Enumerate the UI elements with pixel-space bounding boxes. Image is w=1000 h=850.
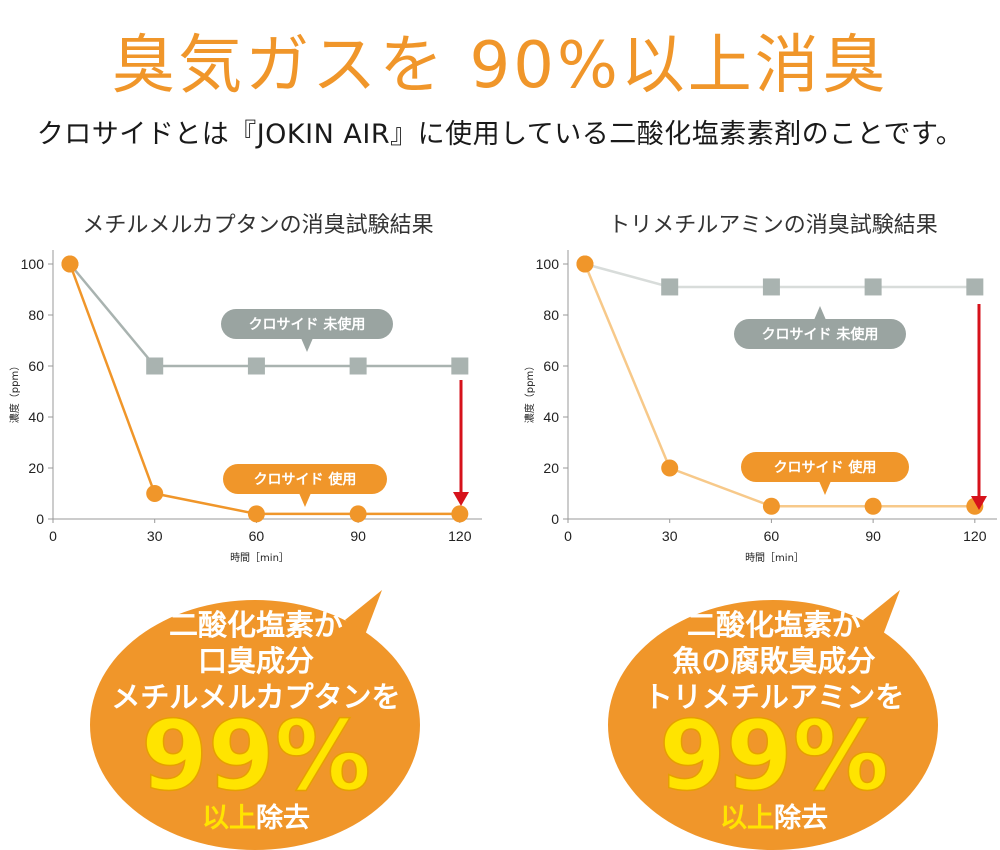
- speech-bubble-shape: [345, 590, 382, 635]
- data-point-used: [451, 505, 469, 523]
- bubble-line-1: 二酸化塩素が: [169, 608, 343, 642]
- y-tick-label: 60: [28, 358, 44, 374]
- y-tick-label: 20: [28, 460, 44, 476]
- methyl-mercaptan-chart: メチルメルカプタンの消臭試験結果 0 20 40 60 80 100 0 30 60 90 120 時間…: [8, 213, 482, 564]
- x-tick-label: 90: [865, 528, 881, 544]
- y-tick-label: 0: [36, 511, 44, 527]
- x-tick-label: 60: [764, 528, 780, 544]
- x-tick-label: 0: [564, 528, 572, 544]
- bubble-tail-remove: 除去: [256, 802, 310, 834]
- x-tick-label: 30: [662, 528, 678, 544]
- bubble-tail: 以上除去: [720, 802, 828, 834]
- badge-body: [223, 464, 387, 494]
- bubble-percentage: 99%: [659, 700, 889, 812]
- data-point-unused: [864, 278, 882, 296]
- badge-label: クロサイド 未使用: [249, 316, 366, 333]
- data-point-used: [146, 485, 164, 502]
- data-point-unused: [146, 357, 164, 375]
- bubble-tail: 以上除去: [202, 802, 310, 834]
- x-tick-label: 60: [249, 528, 265, 544]
- data-point-used: [762, 497, 780, 515]
- bubble-line-3: トリメチルアミンを: [644, 680, 904, 714]
- data-point-start: [61, 255, 79, 273]
- data-point-unused: [247, 357, 265, 375]
- reduction-arrow-head: [453, 492, 469, 506]
- y-tick-label: 100: [21, 256, 45, 272]
- y-tick-label: 100: [536, 256, 560, 272]
- badge-label: クロサイド 未使用: [762, 326, 879, 343]
- badge-unused: クロサイド 未使用: [734, 306, 906, 349]
- data-point-used: [349, 505, 367, 523]
- badge-tail: [814, 306, 826, 320]
- page-subtitle: クロサイドとは『JOKIN AIR』に使用している二酸化塩素素剤のことです。: [36, 119, 964, 150]
- badge-tail: [301, 338, 313, 352]
- y-tick-label: 80: [28, 307, 44, 323]
- y-tick-label: 40: [543, 409, 559, 425]
- x-tick-label: 120: [448, 528, 472, 544]
- chart-title: メチルメルカプタンの消臭試験結果: [82, 213, 433, 238]
- y-axis-label: 濃度（ppm）: [8, 361, 21, 423]
- badge-tail: [819, 481, 831, 495]
- x-axis-label: 時間［min］: [230, 552, 289, 564]
- y-tick-label: 20: [543, 460, 559, 476]
- bubble-tail-remove: 除去: [774, 802, 828, 834]
- x-tick-label: 0: [49, 528, 57, 544]
- bubble-tail-above: 以上: [720, 803, 774, 834]
- bubble-tail-above: 以上: [202, 803, 256, 834]
- bubble-line-3: メチルメルカプタンを: [111, 680, 400, 714]
- y-tick-label: 80: [543, 307, 559, 323]
- badge-tail: [299, 493, 311, 507]
- bubble-percentage: 99%: [141, 700, 371, 812]
- bubble-line-2: 口臭成分: [198, 644, 314, 678]
- badge-label: クロサイド 使用: [774, 459, 877, 476]
- data-point-used: [661, 459, 679, 477]
- trimethylamine-chart: トリメチルアミンの消臭試験結果 0 20 40 60 80 100 0 30 60 90 120 時間［…: [523, 213, 997, 564]
- data-point-unused: [451, 357, 469, 375]
- y-tick-label: 0: [551, 511, 559, 527]
- data-point-unused: [661, 278, 679, 296]
- result-bubble-right: 二酸化塩素が 魚の腐敗臭成分 トリメチルアミンを 99% 以上除去: [608, 590, 938, 850]
- badge-body: [734, 319, 906, 349]
- data-point-unused: [762, 278, 780, 296]
- speech-bubble-body: [90, 600, 420, 850]
- badge-used: クロサイド 使用: [741, 452, 909, 495]
- chart-title: トリメチルアミンの消臭試験結果: [608, 213, 938, 238]
- bubble-line-1: 二酸化塩素が: [687, 608, 861, 642]
- y-tick-label: 60: [543, 358, 559, 374]
- speech-bubble-shape: [863, 590, 900, 635]
- data-point-unused: [966, 278, 984, 296]
- badge-unused: クロサイド 未使用: [221, 309, 393, 352]
- y-tick-label: 40: [28, 409, 44, 425]
- badge-used: クロサイド 使用: [223, 464, 387, 507]
- y-axis-label: 濃度（ppm）: [523, 361, 536, 423]
- bubble-line-2: 魚の腐敗臭成分: [672, 644, 875, 678]
- speech-bubble-body: [608, 600, 938, 850]
- data-point-used: [864, 497, 882, 515]
- result-bubble-left: 二酸化塩素が 口臭成分 メチルメルカプタンを 99% 以上除去: [90, 590, 420, 850]
- reduction-arrow-head: [971, 496, 987, 510]
- x-tick-label: 30: [147, 528, 163, 544]
- badge-body: [221, 309, 393, 339]
- data-point-unused: [349, 357, 367, 375]
- data-point-start: [576, 255, 594, 273]
- data-point-used: [247, 505, 265, 523]
- x-tick-label: 120: [963, 528, 987, 544]
- badge-label: クロサイド 使用: [254, 471, 357, 488]
- x-tick-label: 90: [350, 528, 366, 544]
- page-title: 臭気ガスを 90%以上消臭: [111, 29, 889, 103]
- badge-body: [741, 452, 909, 482]
- x-axis-label: 時間［min］: [745, 552, 804, 564]
